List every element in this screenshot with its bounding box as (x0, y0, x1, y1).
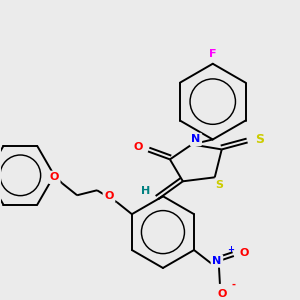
Text: O: O (50, 172, 59, 182)
Text: -: - (232, 280, 236, 290)
Text: O: O (134, 142, 143, 152)
Text: F: F (209, 49, 217, 59)
Text: O: O (239, 248, 248, 258)
Text: S: S (255, 133, 264, 146)
Text: S: S (216, 180, 224, 190)
Text: N: N (212, 256, 221, 266)
Text: +: + (227, 245, 234, 254)
Text: N: N (191, 134, 200, 145)
Text: H: H (141, 186, 151, 196)
Text: O: O (217, 289, 226, 299)
Text: O: O (104, 191, 114, 201)
